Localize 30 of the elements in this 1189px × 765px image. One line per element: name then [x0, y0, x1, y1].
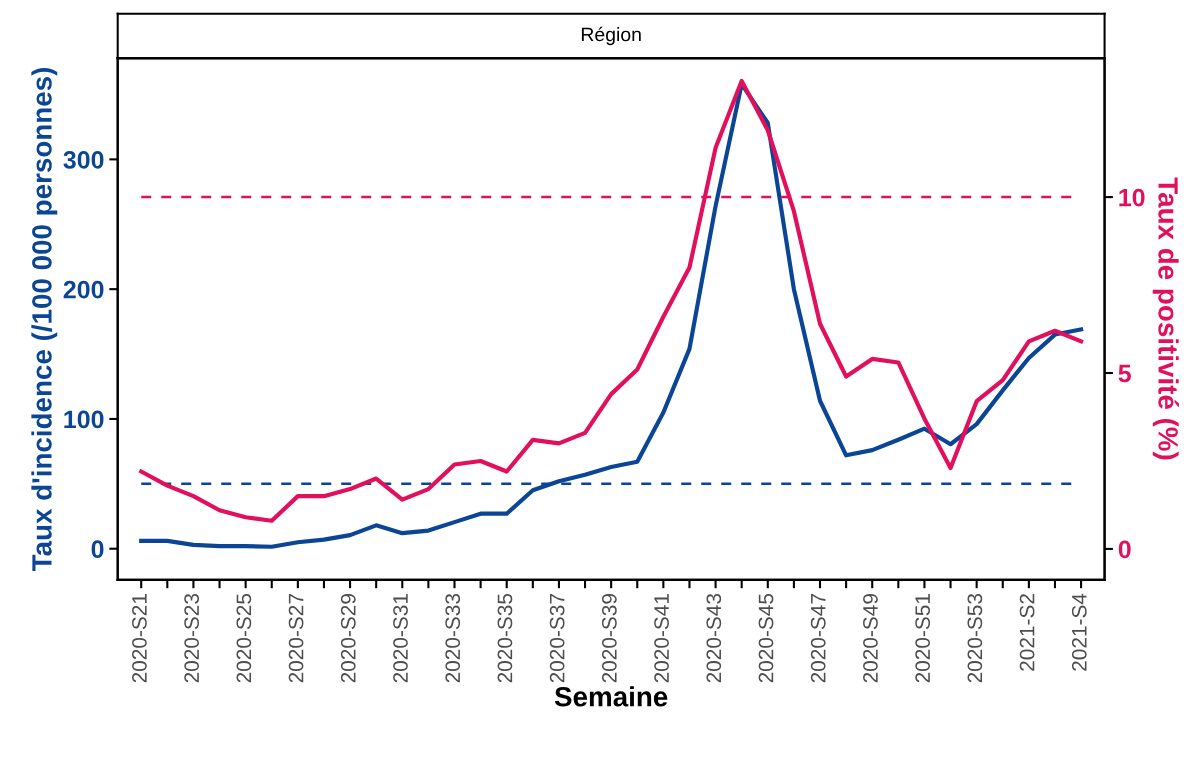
- y-tick-label: 200: [63, 280, 104, 299]
- y-tick-label: 0: [91, 540, 104, 559]
- x-axis-title: Semaine: [554, 686, 668, 707]
- x-tick-label: 2020-S37: [549, 594, 565, 683]
- x-tick-label: 2020-S25: [236, 593, 252, 683]
- x-tick-label: 2020-S23: [184, 593, 200, 683]
- x-tick-label: 2020-S45: [758, 593, 774, 683]
- x-tick-label: 2020-S47: [810, 594, 826, 683]
- x-tick-label: 2020-S27: [288, 594, 304, 683]
- y-tick-label: 300: [63, 150, 104, 169]
- x-tick-label: 2020-S33: [445, 593, 461, 683]
- x-tick-label: 2020-S35: [497, 593, 513, 683]
- chart-title: Région: [581, 26, 641, 46]
- y2-tick-label: 10: [1119, 188, 1145, 207]
- y2-tick-label: 5: [1118, 364, 1131, 383]
- x-tick-label: 2021-S4: [1071, 593, 1087, 671]
- x-tick-label: 2020-S53: [967, 593, 983, 683]
- x-tick-label: 2020-S21: [132, 594, 147, 683]
- y-tick-label: 100: [64, 410, 104, 429]
- y2-tick-label: 0: [1118, 540, 1131, 559]
- y2-axis-title: Taux de positivité (%): [1152, 177, 1179, 460]
- x-tick-label: 2020-S31: [393, 594, 408, 683]
- x-tick-label: 2020-S41: [654, 594, 669, 683]
- x-tick-label: 2021-S2: [1019, 594, 1035, 671]
- x-tick-label: 2020-S49: [863, 594, 878, 683]
- y-axis-title: Taux d'incidence (/100 000 personnes): [31, 67, 58, 572]
- x-tick-label: 2020-S29: [340, 594, 356, 683]
- x-tick-label: 2020-S43: [706, 593, 722, 683]
- x-tick-label: 2020-S39: [601, 594, 617, 683]
- x-tick-label: 2020-S51: [915, 594, 931, 683]
